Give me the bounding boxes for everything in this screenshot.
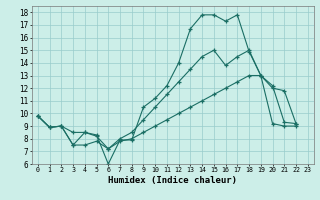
X-axis label: Humidex (Indice chaleur): Humidex (Indice chaleur) [108,176,237,185]
